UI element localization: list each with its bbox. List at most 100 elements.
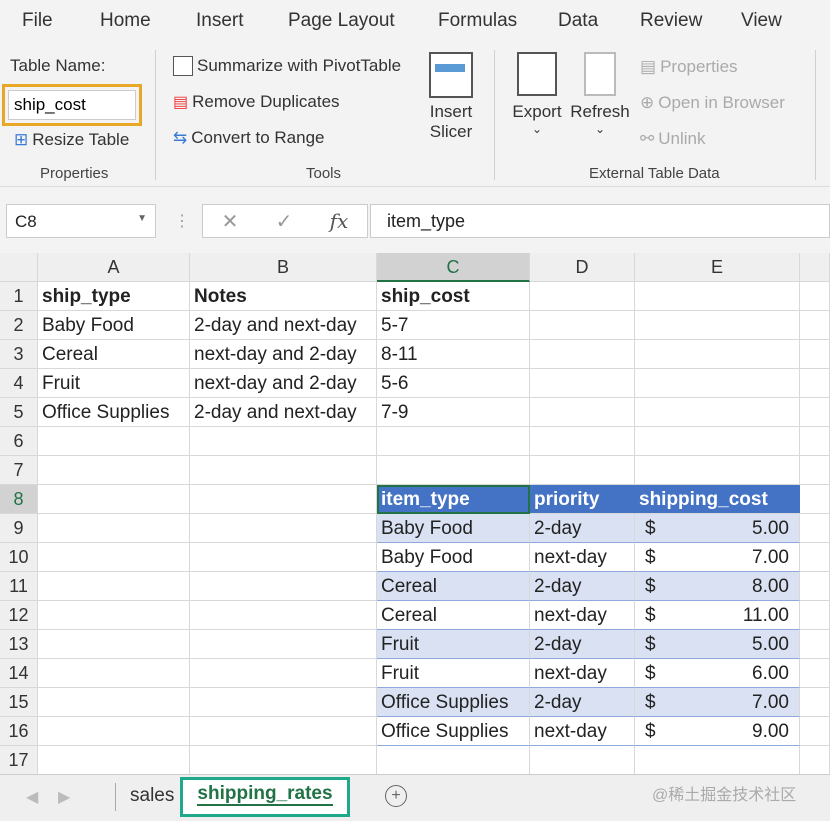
fx-button[interactable]: fx	[329, 209, 349, 233]
cell-D10[interactable]: next-day	[530, 543, 635, 572]
properties-button[interactable]: ▤ Properties	[640, 57, 738, 77]
cell-B3[interactable]: next-day and 2-day	[190, 340, 377, 369]
name-box[interactable]: C8 ▼	[6, 204, 156, 238]
cell-D7[interactable]	[530, 456, 635, 485]
cell-A5[interactable]: Office Supplies	[38, 398, 190, 427]
menu-insert[interactable]: Insert	[196, 10, 244, 31]
cell-D2[interactable]	[530, 311, 635, 340]
resize-table-button[interactable]: ⊞ Resize Table	[14, 130, 129, 150]
cell-A17[interactable]	[38, 746, 190, 774]
menu-view[interactable]: View	[741, 10, 782, 31]
cell-F10[interactable]	[800, 543, 830, 572]
cell-F5[interactable]	[800, 398, 830, 427]
cell-E8[interactable]: shipping_cost	[635, 485, 800, 514]
refresh-button[interactable]: Refresh ⌄	[570, 52, 630, 136]
row-header-11[interactable]: 11	[0, 572, 38, 601]
cell-E12[interactable]: $11.00	[635, 601, 800, 630]
scroll-right-icon[interactable]: ▶	[58, 789, 71, 806]
cell-C15[interactable]: Office Supplies	[377, 688, 530, 717]
cell-C3[interactable]: 8-11	[377, 340, 530, 369]
cell-A15[interactable]	[38, 688, 190, 717]
remove-duplicates-button[interactable]: ▤ Remove Duplicates	[173, 92, 340, 112]
enter-icon[interactable]: ✓	[275, 210, 293, 233]
cell-A9[interactable]	[38, 514, 190, 543]
cell-F1[interactable]	[800, 282, 830, 311]
cell-E7[interactable]	[635, 456, 800, 485]
cell-A13[interactable]	[38, 630, 190, 659]
cell-E3[interactable]	[635, 340, 800, 369]
cell-F17[interactable]	[800, 746, 830, 774]
cell-A6[interactable]	[38, 427, 190, 456]
cell-C2[interactable]: 5-7	[377, 311, 530, 340]
select-all-corner[interactable]	[0, 253, 38, 282]
row-header-16[interactable]: 16	[0, 717, 38, 746]
menu-review[interactable]: Review	[640, 10, 703, 31]
cell-D11[interactable]: 2-day	[530, 572, 635, 601]
cell-D9[interactable]: 2-day	[530, 514, 635, 543]
menu-formulas[interactable]: Formulas	[438, 10, 518, 31]
cell-E10[interactable]: $7.00	[635, 543, 800, 572]
table-name-input[interactable]	[8, 90, 136, 120]
cell-E6[interactable]	[635, 427, 800, 456]
cell-E1[interactable]	[635, 282, 800, 311]
add-sheet-icon[interactable]: +	[385, 785, 407, 807]
cell-E2[interactable]	[635, 311, 800, 340]
cell-E4[interactable]	[635, 369, 800, 398]
column-header-F[interactable]	[800, 253, 830, 282]
cell-C9[interactable]: Baby Food	[377, 514, 530, 543]
cell-E9[interactable]: $5.00	[635, 514, 800, 543]
row-header-2[interactable]: 2	[0, 311, 38, 340]
cell-D8[interactable]: priority	[530, 485, 635, 514]
cell-B1[interactable]: Notes	[190, 282, 377, 311]
cell-A10[interactable]	[38, 543, 190, 572]
cell-F4[interactable]	[800, 369, 830, 398]
cell-B15[interactable]	[190, 688, 377, 717]
menu-data[interactable]: Data	[558, 10, 599, 31]
row-header-7[interactable]: 7	[0, 456, 38, 485]
cell-E11[interactable]: $8.00	[635, 572, 800, 601]
cell-D17[interactable]	[530, 746, 635, 774]
cell-F6[interactable]	[800, 427, 830, 456]
cell-B12[interactable]	[190, 601, 377, 630]
cell-A3[interactable]: Cereal	[38, 340, 190, 369]
cell-F13[interactable]	[800, 630, 830, 659]
cell-D1[interactable]	[530, 282, 635, 311]
cell-D5[interactable]	[530, 398, 635, 427]
sheet-tab-sales[interactable]: sales	[130, 785, 175, 806]
cell-E17[interactable]	[635, 746, 800, 774]
cell-A8[interactable]	[38, 485, 190, 514]
cell-C12[interactable]: Cereal	[377, 601, 530, 630]
cell-C17[interactable]	[377, 746, 530, 774]
drag-handle-icon[interactable]: ⋮	[174, 213, 190, 230]
cell-B10[interactable]	[190, 543, 377, 572]
cell-A11[interactable]	[38, 572, 190, 601]
cell-F15[interactable]	[800, 688, 830, 717]
column-header-B[interactable]: B	[190, 253, 377, 282]
row-header-12[interactable]: 12	[0, 601, 38, 630]
row-header-13[interactable]: 13	[0, 630, 38, 659]
cell-D15[interactable]: 2-day	[530, 688, 635, 717]
cell-E16[interactable]: $9.00	[635, 717, 800, 746]
cell-B16[interactable]	[190, 717, 377, 746]
cell-A2[interactable]: Baby Food	[38, 311, 190, 340]
cell-C10[interactable]: Baby Food	[377, 543, 530, 572]
cell-E13[interactable]: $5.00	[635, 630, 800, 659]
column-header-E[interactable]: E	[635, 253, 800, 282]
row-header-3[interactable]: 3	[0, 340, 38, 369]
cell-D14[interactable]: next-day	[530, 659, 635, 688]
column-header-D[interactable]: D	[530, 253, 635, 282]
convert-range-button[interactable]: ⇆ Convert to Range	[173, 128, 325, 148]
cell-D16[interactable]: next-day	[530, 717, 635, 746]
row-header-15[interactable]: 15	[0, 688, 38, 717]
cell-F3[interactable]	[800, 340, 830, 369]
cell-C13[interactable]: Fruit	[377, 630, 530, 659]
cell-B9[interactable]	[190, 514, 377, 543]
column-header-C[interactable]: C	[377, 253, 530, 282]
menu-file[interactable]: File	[22, 10, 53, 31]
row-header-17[interactable]: 17	[0, 746, 38, 774]
cell-F14[interactable]	[800, 659, 830, 688]
cell-E15[interactable]: $7.00	[635, 688, 800, 717]
cell-F9[interactable]	[800, 514, 830, 543]
cell-B2[interactable]: 2-day and next-day	[190, 311, 377, 340]
row-header-6[interactable]: 6	[0, 427, 38, 456]
